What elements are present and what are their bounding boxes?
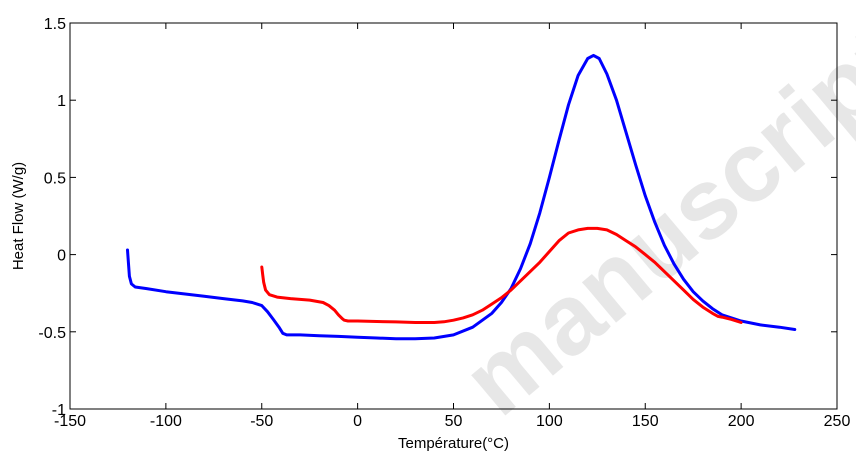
- x-axis-label: Température(°C): [398, 435, 509, 452]
- x-tick-label: -50: [250, 413, 273, 430]
- y-tick-label: 1.5: [44, 16, 66, 33]
- x-tick-label: -150: [54, 413, 86, 430]
- x-tick-label: -100: [150, 413, 182, 430]
- x-tick-label: 50: [445, 413, 463, 430]
- series-line-2: [260, 226, 743, 324]
- y-axis-label: Heat Flow (W/g): [10, 162, 27, 270]
- y-tick-label: 1: [57, 93, 66, 110]
- y-tick-label: -0.5: [38, 325, 66, 342]
- series-layer: [126, 53, 797, 341]
- y-tick-label: -1: [52, 402, 66, 419]
- x-tick-label: 0: [353, 413, 362, 430]
- y-tick-label: 0: [57, 248, 66, 265]
- x-tick-label: 100: [536, 413, 563, 430]
- x-tick-label: 250: [824, 413, 851, 430]
- x-tick-label: 150: [632, 413, 659, 430]
- y-tick-label: 0.5: [44, 170, 66, 187]
- axes-layer: -150 -100 -50 0 50 100 150 200 250 -1 -0.5 0 0.5 1 1.5: [38, 16, 850, 430]
- watermark-text: manuscript: [442, 5, 856, 437]
- x-tick-label: 200: [728, 413, 755, 430]
- series-line-1: [126, 53, 797, 341]
